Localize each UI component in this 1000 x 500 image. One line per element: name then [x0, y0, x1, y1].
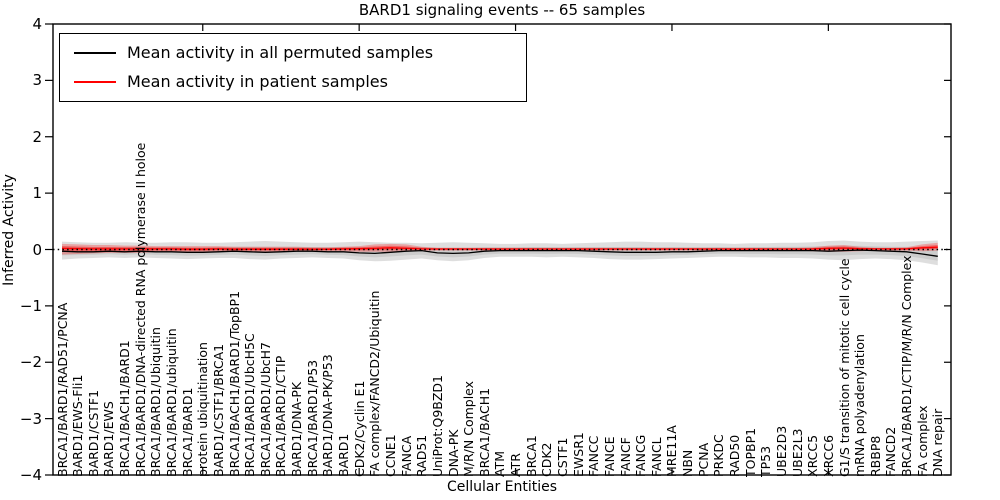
x-tick-label: DNA-PK — [445, 429, 461, 478]
x-tick-label: protein ubiquitination — [195, 342, 211, 477]
x-tick-label: UniProt:Q9BZD1 — [429, 375, 445, 477]
x-tick-label: BRCA1/BARD1/UbcH5C — [242, 333, 258, 477]
x-tick-label: TP53 — [758, 445, 774, 477]
x-tick-label: BARD1/CSTF1/BRCA1 — [210, 343, 226, 477]
permuted-mean-line — [61, 249, 938, 257]
x-tick-label: BRCA1/BACH1/BARD1 — [117, 340, 133, 477]
y-tick-label: 1 — [32, 184, 42, 203]
x-tick-label: UBE2L3 — [789, 428, 805, 478]
legend: Mean activity in all permuted samples Mea… — [59, 33, 527, 102]
permuted-line-sample-icon — [74, 51, 116, 54]
x-tick-label: CDK2/Cyclin E1 — [351, 380, 367, 477]
y-tick-label: 2 — [32, 127, 42, 146]
x-tick-label: DNA repair — [930, 408, 946, 477]
x-tick-label: XRCC6 — [820, 434, 836, 477]
x-tick-label: MRE11A — [664, 425, 680, 477]
x-tick-label: ATR — [508, 453, 524, 477]
x-tick-label: CDK2 — [539, 442, 555, 477]
x-tick-label: BARD1/DNA-PK — [289, 381, 305, 477]
y-axis-title: Inferred Activity — [1, 174, 17, 286]
patient-inner-band — [62, 245, 938, 252]
patient-line-sample-icon — [74, 80, 116, 83]
x-tick-label: BRCA1/BARD1/RAD51/PCNA — [54, 302, 70, 477]
y-tick-label: −1 — [19, 296, 42, 315]
x-tick-label: UBE2D3 — [773, 425, 789, 477]
x-tick-label: BARD1/DNA-PK/P53 — [320, 354, 336, 477]
x-tick-label: BARD1/CSTF1 — [85, 389, 101, 477]
x-tick-label: FANCG — [633, 434, 649, 477]
x-tick-label: BRCA1/BARD1/Ubiquitin — [148, 327, 164, 477]
y-tick-label: 3 — [32, 71, 42, 90]
y-tick-label: −4 — [19, 466, 42, 484]
x-tick-label: BRCA1/BACH1 — [476, 387, 492, 477]
x-tick-label: FANCL — [648, 437, 664, 477]
x-tick-label: BRCA1/BACH1/BARD1/TopBP1 — [226, 290, 242, 477]
x-tick-label: CSTF1 — [554, 437, 570, 477]
x-tick-label: TOPBP1 — [742, 427, 758, 477]
x-tick-label: FANCA — [398, 435, 414, 477]
x-tick-label: BRCA1/BARD1/CTIP/M/R/N Complex — [899, 255, 915, 477]
y-tick-label: −2 — [19, 353, 42, 372]
x-tick-label: BRCA1 — [523, 435, 539, 477]
x-tick-label: G1/S transition of mitotic cell cycle — [836, 258, 852, 477]
x-tick-label: RAD51 — [414, 434, 430, 477]
x-tick-label: XRCC5 — [805, 434, 821, 477]
x-tick-label: BRCA1/BARD1/P53 — [304, 359, 320, 477]
legend-item-label: Mean activity in all permuted samples — [127, 43, 434, 62]
x-tick-label: PRKDC — [711, 434, 727, 477]
x-tick-label: ATM — [492, 450, 508, 477]
x-tick-label: CCNE1 — [382, 434, 398, 477]
x-tick-label: BARD1/EWS — [101, 401, 117, 477]
x-tick-label: EWSR1 — [570, 432, 586, 477]
x-tick-label: FA complex — [914, 405, 930, 477]
x-tick-label: mRNA polyadenylation — [852, 334, 868, 477]
x-tick-label: PCNA — [695, 442, 711, 477]
x-tick-label: RBBP8 — [867, 435, 883, 477]
y-tick-label: −3 — [19, 409, 42, 428]
chart-title: BARD1 signaling events -- 65 samples — [358, 1, 646, 19]
x-tick-label: BRCA1/BARD1/CTIP — [273, 355, 289, 477]
x-tick-label: FA complex/FANCD2/Ubiquitin — [367, 290, 383, 477]
x-tick-label: M/R/N Complex — [461, 380, 477, 477]
permuted-confidence-band — [62, 240, 938, 266]
x-axis-title: Cellular Entities — [446, 479, 558, 495]
x-tick-label: BRCA1/BARD1/DNA-directed RNA polymerase … — [132, 142, 148, 477]
x-tick-label: BRCA1/BARD1/UbcH7 — [257, 342, 273, 477]
legend-item-label: Mean activity in patient samples — [127, 72, 388, 91]
x-tick-label: BRCA1/BARD1 — [179, 387, 195, 477]
x-tick-label: RAD50 — [727, 434, 743, 477]
x-tick-label: FANCE — [601, 436, 617, 477]
x-tick-label: FANCD2 — [883, 426, 899, 477]
y-tick-label: 0 — [32, 240, 42, 259]
legend-item: Mean activity in all permuted samples — [74, 38, 526, 67]
legend-item: Mean activity in patient samples — [74, 67, 526, 96]
x-tick-label: FANCF — [617, 437, 633, 477]
x-tick-label: NBN — [680, 449, 696, 477]
x-tick-label: BRCA1/BARD1/ubiquitin — [163, 328, 179, 477]
x-tick-label: BARD1 — [336, 433, 352, 477]
y-tick-label: 4 — [32, 15, 42, 33]
x-tick-label: BARD1/EWS-Fli1 — [70, 374, 86, 477]
x-tick-label: FANCC — [586, 435, 602, 477]
legend-items: Mean activity in all permuted samples Mea… — [74, 38, 526, 96]
